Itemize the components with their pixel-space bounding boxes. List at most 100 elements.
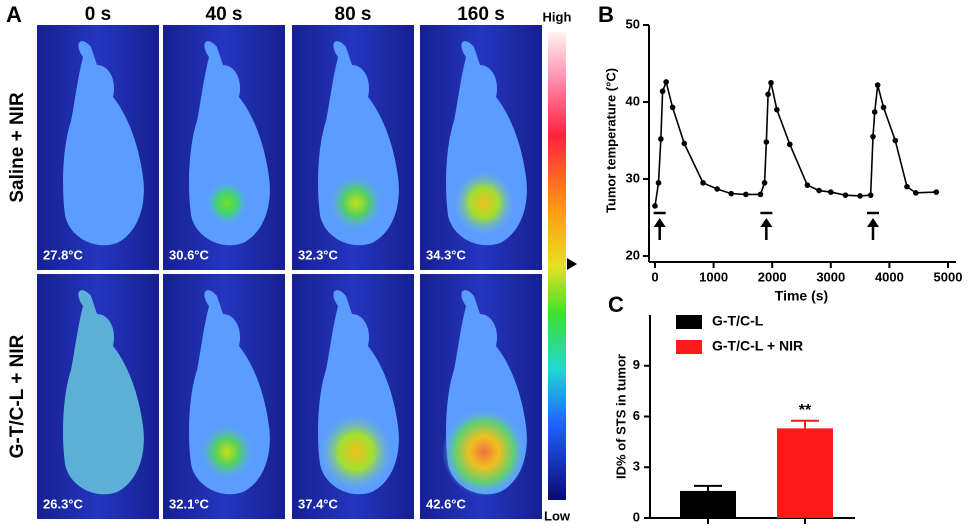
hotspot <box>328 173 384 233</box>
point <box>892 137 899 144</box>
legend-label: G-T/C-L + NIR <box>712 338 803 354</box>
point <box>761 180 768 186</box>
y-tick-label: 6 <box>633 408 640 423</box>
point <box>714 186 720 192</box>
thermal-image: 37.4°C <box>292 274 414 519</box>
panel-label: C <box>608 292 624 317</box>
hotspot <box>205 179 249 227</box>
x-axis-label: Time (s) <box>775 288 828 304</box>
laser-arrow-head <box>760 218 773 227</box>
point <box>669 104 676 111</box>
point <box>828 189 834 195</box>
laser-arrow-head <box>866 218 879 227</box>
x-tick-label: 4000 <box>875 269 904 284</box>
column-title: 40 s <box>206 4 243 25</box>
column-title: 160 s <box>457 4 505 25</box>
thermal-image: 30.6°C <box>163 25 285 270</box>
temperature-label: 34.3°C <box>426 247 467 262</box>
error-bar <box>791 419 819 429</box>
point <box>867 192 874 198</box>
point <box>904 183 910 190</box>
point <box>768 79 774 86</box>
point <box>857 193 863 199</box>
bar <box>777 428 833 518</box>
hotspot <box>452 169 516 237</box>
hotspot <box>442 407 526 497</box>
colorbar-pointer <box>567 258 577 270</box>
point <box>728 190 734 197</box>
point <box>652 203 658 209</box>
line <box>654 79 937 207</box>
x-tick-label: 1000 <box>699 269 728 284</box>
point <box>874 82 881 88</box>
hotspot <box>318 412 394 492</box>
laser-arrow-head <box>653 218 666 227</box>
hotspot <box>199 422 255 482</box>
point <box>763 139 770 145</box>
temperature-label: 32.1°C <box>169 496 210 511</box>
y-tick-label: 30 <box>626 170 640 185</box>
point <box>681 140 688 147</box>
x-tick-label: 0 <box>651 269 658 284</box>
point <box>757 191 764 198</box>
temperature-label: 42.6°C <box>426 496 467 511</box>
y-tick-label: 40 <box>626 93 640 108</box>
bar <box>680 490 736 518</box>
legend-swatch <box>676 340 702 354</box>
colorbar <box>548 32 566 500</box>
point <box>765 91 771 98</box>
error-bar <box>694 484 722 491</box>
thermal-image: 26.3°C <box>37 274 159 519</box>
thermal-image: 42.6°C <box>420 274 542 519</box>
thermal-image: 32.1°C <box>163 274 285 519</box>
column-title: 0 s <box>85 4 111 25</box>
thermal-image: 27.8°C <box>37 25 159 270</box>
point <box>933 189 940 195</box>
point <box>842 192 849 198</box>
y-axis-label: Tumor temperature (°C) <box>603 68 618 213</box>
temperature-label: 37.4°C <box>298 496 339 511</box>
axes <box>648 25 956 263</box>
laser-marker <box>653 211 666 240</box>
panel-label: B <box>598 2 614 27</box>
row-title: Saline + NIR <box>7 92 28 203</box>
x-tick-label: 2000 <box>758 269 787 284</box>
point <box>870 133 876 140</box>
point <box>700 180 706 186</box>
point <box>786 141 793 148</box>
point <box>655 180 662 186</box>
colorbar-low: Low <box>544 508 571 523</box>
point <box>804 182 811 188</box>
column-title: 80 s <box>335 4 372 25</box>
point <box>871 109 878 115</box>
thermal-image: 32.3°C <box>292 25 414 270</box>
laser-marker <box>760 211 773 240</box>
point <box>658 136 664 142</box>
y-tick-label: 3 <box>633 459 640 474</box>
y-tick-label: 50 <box>626 16 640 31</box>
significance: ** <box>799 402 812 419</box>
point <box>816 187 822 194</box>
point <box>659 88 666 95</box>
y-tick-label: 0 <box>633 509 640 524</box>
point <box>663 79 669 85</box>
row-title: G-T/C-L + NIR <box>7 334 28 458</box>
thermal-image: 34.3°C <box>420 25 542 270</box>
legend-swatch <box>676 315 702 329</box>
temperature-label: 27.8°C <box>43 247 84 262</box>
point <box>774 106 780 113</box>
temperature-label: 32.3°C <box>298 247 339 262</box>
point <box>880 104 887 111</box>
point <box>912 190 919 196</box>
y-tick-label: 20 <box>626 247 640 262</box>
temperature-label: 30.6°C <box>169 247 210 262</box>
legend-label: G-T/C-L <box>712 313 764 329</box>
laser-marker <box>866 211 879 240</box>
colorbar-high: High <box>543 9 572 24</box>
y-axis-label: ID% of STS in tumor <box>613 354 628 479</box>
x-tick-label: 3000 <box>816 269 845 284</box>
x-tick-label: 5000 <box>934 269 963 284</box>
temperature-label: 26.3°C <box>43 496 84 511</box>
